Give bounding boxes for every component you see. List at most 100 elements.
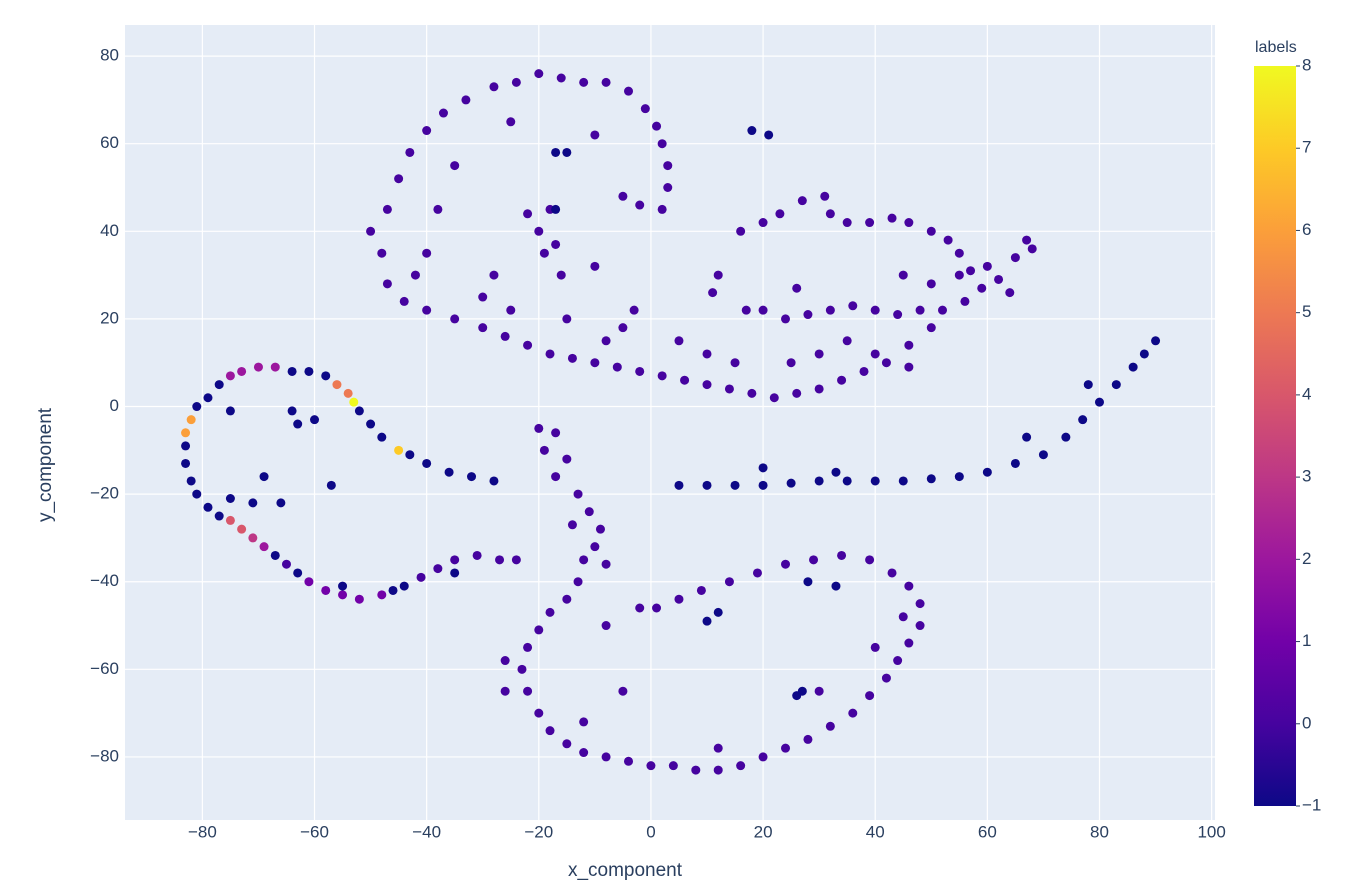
point	[1005, 288, 1015, 298]
point	[590, 130, 600, 140]
point	[304, 366, 314, 376]
point	[270, 362, 280, 372]
point	[736, 761, 746, 771]
point	[814, 349, 824, 359]
y-tick-label: 0	[110, 396, 119, 415]
x-tick-label: 80	[1090, 822, 1109, 841]
point	[399, 581, 409, 591]
point	[523, 642, 533, 652]
point	[618, 323, 628, 333]
point	[1094, 397, 1104, 407]
point	[1038, 450, 1048, 460]
point	[489, 82, 499, 92]
point	[837, 375, 847, 385]
point	[349, 397, 359, 407]
point	[848, 301, 858, 311]
point	[377, 590, 387, 600]
point	[321, 371, 331, 381]
point	[511, 555, 521, 565]
x-tick-label: 0	[646, 822, 655, 841]
point	[1128, 362, 1138, 372]
point	[601, 336, 611, 346]
point	[186, 415, 196, 425]
point	[730, 358, 740, 368]
point	[287, 366, 297, 376]
point	[523, 686, 533, 696]
point	[758, 480, 768, 490]
colorbar	[1254, 66, 1296, 806]
point	[674, 480, 684, 490]
point	[837, 550, 847, 560]
point	[590, 358, 600, 368]
point	[422, 248, 432, 258]
point	[657, 371, 667, 381]
point	[814, 686, 824, 696]
point	[1010, 253, 1020, 263]
point	[713, 270, 723, 280]
y-tick-label: −80	[90, 746, 119, 765]
point	[399, 296, 409, 306]
point	[181, 458, 191, 468]
colorbar-tick-label: 2	[1302, 549, 1311, 568]
point	[489, 476, 499, 486]
point	[1111, 380, 1121, 390]
point	[954, 248, 964, 258]
point	[713, 607, 723, 617]
point	[551, 204, 561, 214]
point	[579, 717, 589, 727]
point	[545, 726, 555, 736]
point	[478, 292, 488, 302]
point	[433, 564, 443, 574]
point	[842, 218, 852, 228]
colorbar-tick-label: 8	[1302, 55, 1311, 74]
point	[192, 489, 202, 499]
point	[192, 402, 202, 412]
point	[394, 174, 404, 184]
point	[601, 77, 611, 87]
point	[764, 130, 774, 140]
point	[758, 218, 768, 228]
point	[741, 305, 751, 315]
y-tick-label: 80	[100, 46, 119, 65]
x-tick-label: −20	[524, 822, 553, 841]
point	[354, 406, 364, 416]
point	[781, 743, 791, 753]
point	[422, 126, 432, 136]
point	[893, 656, 903, 666]
y-tick-label: 60	[100, 133, 119, 152]
point	[758, 463, 768, 473]
point	[640, 104, 650, 114]
point	[758, 305, 768, 315]
point	[1083, 380, 1093, 390]
point	[898, 612, 908, 622]
point	[691, 765, 701, 775]
point	[803, 310, 813, 320]
point	[225, 515, 235, 525]
point	[1061, 432, 1071, 442]
point	[724, 384, 734, 394]
point	[551, 472, 561, 482]
point	[394, 445, 404, 455]
point	[500, 656, 510, 666]
point	[511, 77, 521, 87]
point	[478, 323, 488, 333]
point	[859, 366, 869, 376]
point	[332, 380, 342, 390]
point	[966, 266, 976, 276]
point	[792, 691, 802, 701]
x-tick-label: −80	[188, 822, 217, 841]
point	[556, 73, 566, 83]
point	[186, 476, 196, 486]
point	[612, 362, 622, 372]
point	[601, 559, 611, 569]
point	[450, 568, 460, 578]
point	[702, 380, 712, 390]
point	[556, 270, 566, 280]
point	[663, 161, 673, 171]
colorbar-tick-label: 1	[1302, 631, 1311, 650]
point	[287, 406, 297, 416]
point	[601, 621, 611, 631]
point	[321, 585, 331, 595]
point	[646, 761, 656, 771]
point	[545, 607, 555, 617]
